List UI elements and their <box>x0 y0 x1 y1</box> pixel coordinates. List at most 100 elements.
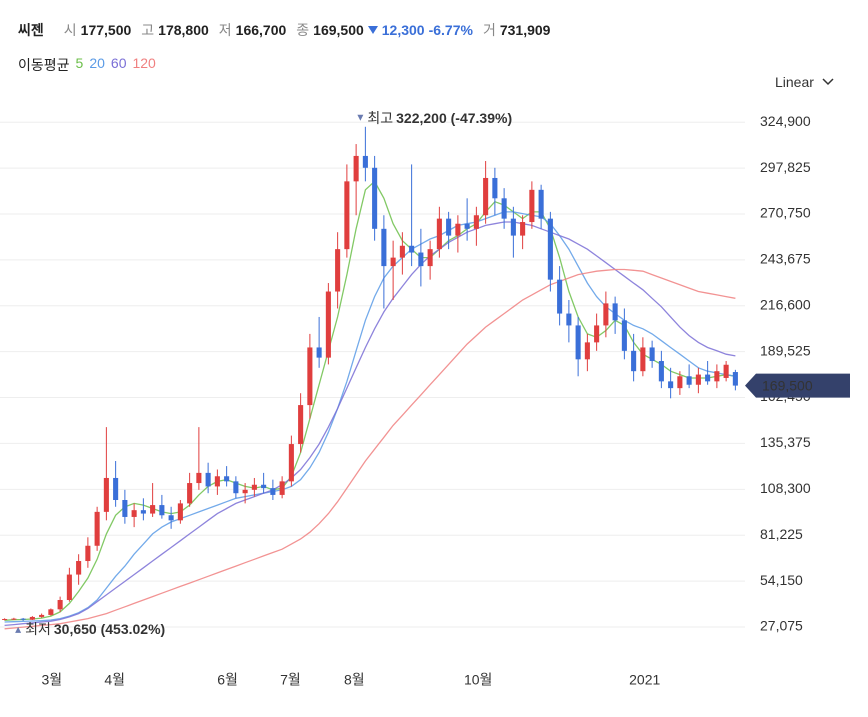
candle-body <box>353 155 359 182</box>
price-tag-label: 169,500 <box>762 377 813 393</box>
low-label: 저 <box>218 22 232 38</box>
candle-body <box>131 510 137 517</box>
candle-body <box>575 325 581 360</box>
candle-body <box>344 181 350 250</box>
annotation-text: 최저 30,650 (453.02%) <box>25 621 165 637</box>
annotation-value: 30,650 (453.02%) <box>54 621 165 637</box>
candle-body <box>520 222 526 236</box>
candle-body <box>732 372 738 386</box>
candle-body <box>168 515 174 521</box>
chevron-icon <box>822 78 834 86</box>
candle-body <box>57 600 63 610</box>
candle-body <box>529 189 535 223</box>
candle-body <box>177 503 183 521</box>
candle-body <box>335 249 341 292</box>
candle-body <box>196 472 202 484</box>
candle-body <box>649 347 655 362</box>
candle-body <box>66 574 72 600</box>
price-tag <box>745 373 850 398</box>
candle-body <box>436 218 442 250</box>
annotation-marker <box>357 114 364 121</box>
candle-body <box>557 279 563 314</box>
candle-body <box>2 618 8 620</box>
candle-body <box>381 228 387 267</box>
y-tick-label: 216,600 <box>760 296 811 312</box>
annotation: 최저 30,650 (453.02%) <box>15 621 165 637</box>
change-percent: -6.77% <box>428 22 473 38</box>
candle-body <box>214 476 220 487</box>
moving-average-line <box>4 268 736 630</box>
candle-body <box>316 347 322 358</box>
x-tick-label: 8월 <box>344 672 365 688</box>
candle-body <box>76 561 82 575</box>
candle-body <box>29 616 35 620</box>
high-label: 고 <box>141 22 155 38</box>
y-tick-label: 54,150 <box>760 572 803 588</box>
candle-body <box>668 381 674 389</box>
candle-body <box>362 155 368 168</box>
moving-average-line <box>4 211 736 623</box>
candle-body <box>566 313 572 326</box>
candle-body <box>464 223 470 229</box>
candle-body <box>631 350 637 372</box>
annotation-value: 322,200 (-47.39%) <box>396 109 512 125</box>
x-tick-label: 3월 <box>41 672 62 688</box>
moving-average-line <box>4 221 736 627</box>
low-value: 166,700 <box>235 22 287 38</box>
candle-body <box>612 303 618 321</box>
legend-title: 이동평균 <box>18 57 70 73</box>
annotation-label: 최저 <box>25 621 51 637</box>
candle-body <box>39 614 45 617</box>
annotation-label: 최고 <box>367 109 393 125</box>
x-tick-label: 6월 <box>217 672 238 688</box>
candle-body <box>159 505 165 516</box>
volume-label: 거 <box>482 22 496 38</box>
candle-body <box>399 245 405 258</box>
annotation: 최고 322,200 (-47.39%) <box>357 109 512 125</box>
candle-body <box>261 484 267 489</box>
candle-body <box>695 374 701 385</box>
y-tick-label: 270,750 <box>760 205 811 221</box>
y-tick-label: 189,525 <box>760 342 811 358</box>
annotation-marker <box>15 626 22 633</box>
change-value: 12,300 <box>381 22 425 38</box>
open-label: 시 <box>63 22 77 38</box>
candle-body <box>20 618 26 620</box>
scale-dropdown[interactable]: Linear <box>775 74 834 90</box>
candle-body <box>501 198 507 219</box>
candle-body <box>510 218 516 236</box>
candle-body <box>492 177 498 199</box>
candle-body <box>279 481 285 495</box>
candle-body <box>409 245 415 253</box>
moving-average-line <box>4 180 736 621</box>
y-tick-label: 27,075 <box>760 618 803 634</box>
candle-body <box>446 218 452 236</box>
candle-body <box>113 477 119 500</box>
candle-body <box>547 218 553 280</box>
candle-body <box>372 167 378 229</box>
candle-body <box>603 303 609 326</box>
close-value: 169,500 <box>313 22 364 38</box>
candle-body <box>224 476 230 482</box>
candle-body <box>242 489 248 494</box>
volume-value: 731,909 <box>499 22 551 38</box>
x-tick-label: 2021 <box>629 672 660 688</box>
candle-body <box>658 361 664 382</box>
candle-body <box>140 510 146 514</box>
stock-name: 씨젠 <box>18 22 44 38</box>
quote-header: 씨젠 시 177,500 고 178,800 저 166,700 종 169,500 1… <box>18 20 550 40</box>
candle-body <box>85 545 91 562</box>
legend-entry: 120 <box>132 55 156 71</box>
candle-body <box>150 505 156 514</box>
candle-body <box>298 405 304 445</box>
candle-body <box>677 376 683 389</box>
candle-body <box>455 223 461 236</box>
scale-mode[interactable]: Linear <box>775 74 814 90</box>
candle-body <box>233 481 239 494</box>
y-tick-label: 135,375 <box>760 434 811 450</box>
candle-body <box>483 177 489 216</box>
legend: 이동평균 5 20 60 120 <box>18 55 156 75</box>
candle-body <box>48 609 54 615</box>
